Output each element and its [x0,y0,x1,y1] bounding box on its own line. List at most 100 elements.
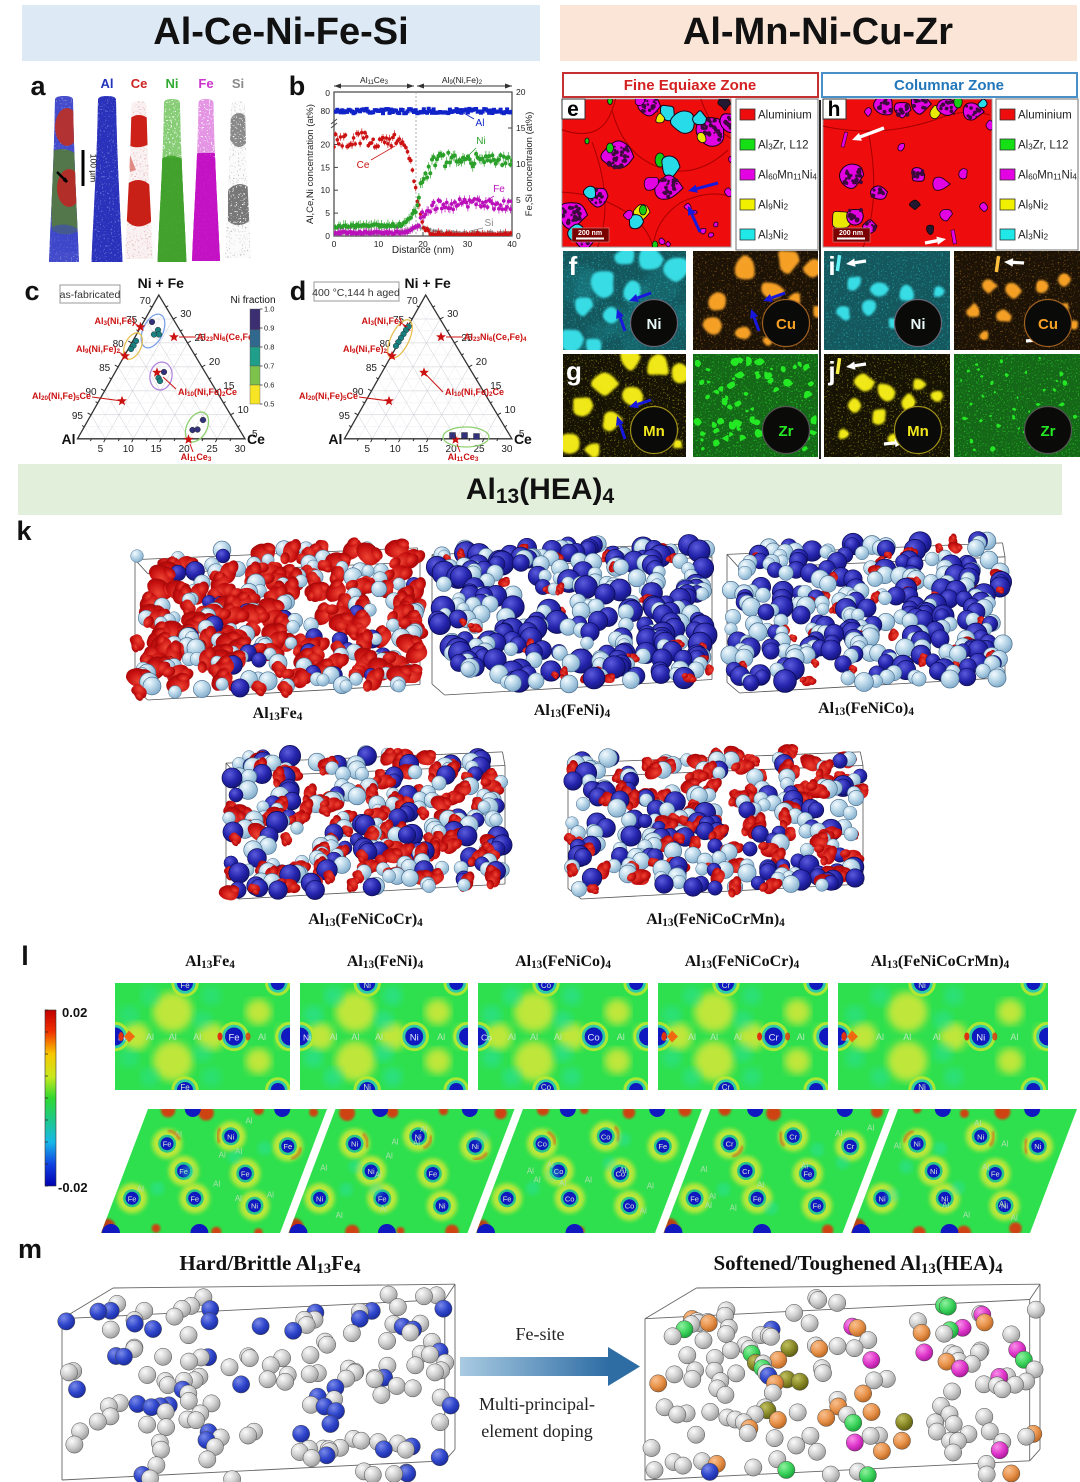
svg-text:Al: Al [336,1211,343,1220]
svg-text:Al13(FeNiCo)4: Al13(FeNiCo)4 [515,953,611,971]
svg-text:a: a [30,71,46,101]
svg-text:Al-Mn-Ni-Cu-Zr: Al-Mn-Ni-Cu-Zr [683,11,953,53]
svg-text:10: 10 [321,185,331,195]
svg-text:Al: Al [982,1163,989,1172]
svg-text:Ni: Ni [351,1140,358,1149]
svg-text:Al: Al [169,1032,177,1042]
svg-text:Al: Al [647,1182,654,1191]
svg-text:Al: Al [974,1119,981,1128]
svg-text:5: 5 [252,429,258,440]
svg-text:Ce: Ce [131,76,148,91]
svg-text:Fe: Fe [503,1194,512,1203]
svg-text:0.7: 0.7 [264,362,274,371]
svg-text:Fe: Fe [180,981,190,990]
svg-text:5: 5 [516,195,521,205]
svg-text:Al13Fe4: Al13Fe4 [253,705,303,723]
svg-text:Al: Al [705,1201,712,1210]
svg-text:10: 10 [123,444,135,455]
svg-text:Al: Al [101,76,114,91]
svg-text:Al: Al [867,1124,874,1133]
svg-text:Al60Mn11Ni4: Al60Mn11Ni4 [758,170,817,182]
svg-text:element doping: element doping [481,1421,592,1441]
svg-text:Cr: Cr [789,1132,797,1141]
svg-text:Al: Al [559,1179,566,1188]
svg-text:Al: Al [219,1150,226,1159]
svg-text:j: j [827,356,835,386]
svg-text:Fe,Si concentraion (at%): Fe,Si concentraion (at%) [524,112,535,217]
svg-text:0.6: 0.6 [264,381,274,390]
svg-text:Al: Al [963,1211,970,1220]
svg-text:25: 25 [207,444,219,455]
svg-text:Cr: Cr [726,1140,734,1149]
svg-text:15: 15 [223,381,235,392]
svg-text:Al: Al [933,1032,941,1042]
svg-text:Aluminium: Aluminium [1018,110,1072,122]
svg-text:Al13(FeNiCoCrMn)4: Al13(FeNiCoCrMn)4 [646,911,785,929]
svg-text:Al: Al [619,1166,626,1175]
svg-text:90: 90 [85,387,97,398]
svg-text:Al: Al [1010,1032,1018,1042]
svg-text:30: 30 [234,444,246,455]
svg-text:Cr: Cr [846,1142,854,1151]
svg-text:Si: Si [485,218,494,229]
svg-text:Zr: Zr [1041,423,1056,440]
svg-text:10: 10 [505,405,517,416]
svg-text:c: c [24,276,39,306]
svg-text:Al: Al [709,1192,716,1201]
svg-text:Al3(Ni,Fe): Al3(Ni,Fe) [361,316,402,327]
svg-text:Al3Zr, L12: Al3Zr, L12 [1018,140,1069,152]
svg-text:Al,Ce,Ni concentration (at%): Al,Ce,Ni concentration (at%) [305,104,316,224]
svg-text:Al: Al [508,1032,516,1042]
svg-text:Al11Ce3: Al11Ce3 [360,75,389,86]
svg-text:30: 30 [180,309,192,320]
svg-text:20: 20 [418,239,428,249]
svg-text:Co: Co [481,1033,492,1043]
svg-text:Al: Al [801,1161,808,1170]
svg-text:10: 10 [516,159,526,169]
svg-text:Al13(FeNiCo)4: Al13(FeNiCo)4 [818,700,914,718]
svg-text:20: 20 [446,444,458,455]
svg-text:0.9: 0.9 [264,324,274,333]
svg-text:Al20(Ni,Fe)5Ce: Al20(Ni,Fe)5Ce [32,391,91,402]
svg-text:Al: Al [351,1032,359,1042]
svg-text:Al13(FeNi)4: Al13(FeNi)4 [534,702,611,720]
svg-text:Al: Al [700,1165,707,1174]
svg-text:Al: Al [328,431,342,447]
svg-text:40: 40 [507,239,517,249]
svg-text:Al9(Ni,Fe)2: Al9(Ni,Fe)2 [76,344,121,355]
svg-text:10: 10 [390,444,402,455]
svg-text:Ni: Ni [914,1140,921,1149]
svg-text:Ni: Ni [647,316,662,333]
svg-text:0: 0 [332,239,337,249]
svg-text:Al9(Ni,Fe)2: Al9(Ni,Fe)2 [343,344,388,355]
svg-text:Al: Al [730,1203,737,1212]
svg-text:Al: Al [437,1032,445,1042]
svg-text:Al9Ni2: Al9Ni2 [1018,200,1049,212]
svg-text:Al: Al [386,1151,393,1160]
svg-text:25: 25 [461,333,473,344]
svg-text:Al: Al [530,1032,538,1042]
svg-text:Al: Al [876,1032,884,1042]
svg-text:0: 0 [516,231,521,241]
svg-text:5: 5 [98,444,104,455]
svg-text:Ni: Ni [251,1202,258,1211]
svg-text:15: 15 [490,381,502,392]
svg-text:Fe: Fe [283,1142,292,1151]
svg-text:Al: Al [245,1116,252,1125]
svg-text:g: g [566,356,582,386]
svg-text:Al: Al [903,1032,911,1042]
svg-text:Zr: Zr [779,423,794,440]
svg-text:0: 0 [325,88,330,98]
svg-text:Al: Al [640,1206,647,1215]
svg-text:e: e [567,98,579,121]
svg-text:Fe: Fe [198,76,213,91]
svg-text:Al: Al [258,1032,266,1042]
svg-text:Al: Al [330,1032,338,1042]
svg-text:h: h [828,98,841,121]
svg-text:85: 85 [99,363,111,374]
svg-text:1.0: 1.0 [264,305,274,314]
svg-text:Al: Al [710,1032,718,1042]
svg-text:Al: Al [420,1125,427,1134]
svg-text:Al9(Ni,Fe)2: Al9(Ni,Fe)2 [442,75,482,86]
svg-text:Ni: Ni [879,1194,886,1203]
